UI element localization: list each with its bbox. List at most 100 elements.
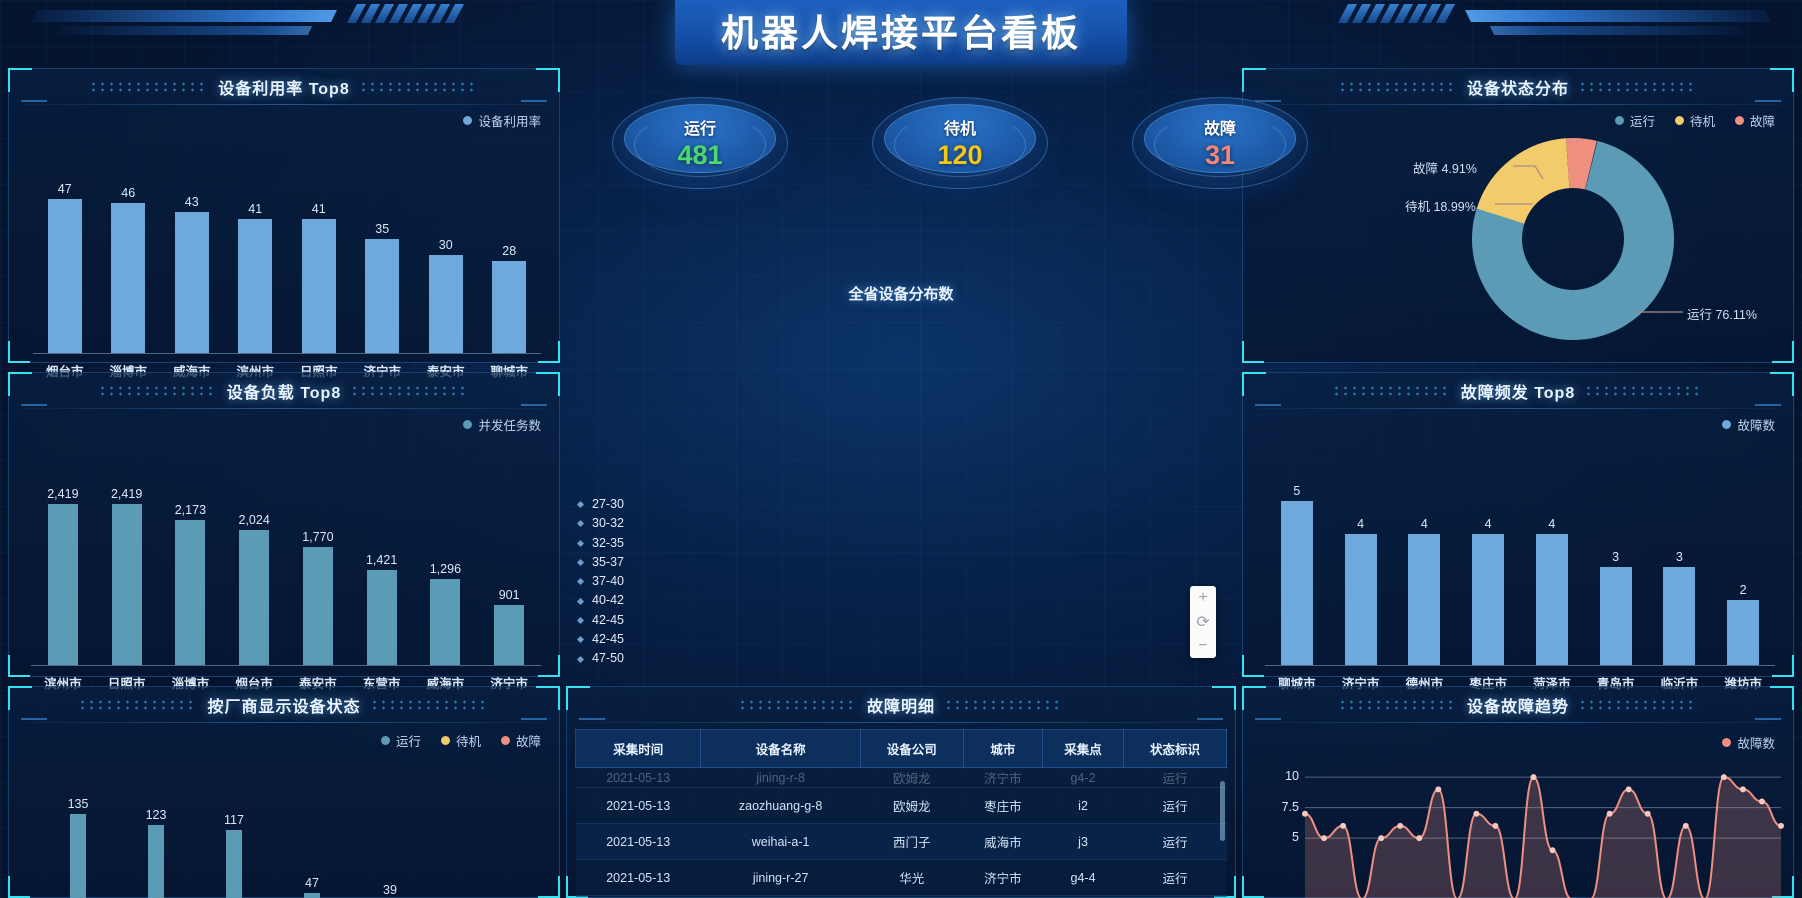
bar-item[interactable]: 2,024 <box>222 485 286 665</box>
bar[interactable] <box>301 218 336 353</box>
bar-item[interactable]: 1,421 <box>350 485 414 665</box>
bar[interactable] <box>174 212 209 353</box>
bar-item[interactable]: 901 <box>477 485 541 665</box>
bar-item[interactable]: 39 <box>351 801 429 898</box>
bar[interactable] <box>47 503 78 665</box>
legend-item-fault-count[interactable]: 故障数 <box>1722 733 1775 752</box>
bar-item[interactable]: 4 <box>1393 485 1457 665</box>
bar-value-label: 46 <box>121 185 136 200</box>
table-row[interactable]: 2021-05-13 zaozhuang-g-8 欧姆龙 枣庄市 i2 运行 <box>575 787 1227 824</box>
bar-item[interactable]: 123 <box>117 801 195 898</box>
bar-item[interactable]: 4 <box>1456 485 1520 665</box>
bar-item[interactable]: 35 <box>351 183 415 353</box>
legend-item-running[interactable]: 运行 <box>1614 111 1655 130</box>
status-card-fault[interactable]: 故障 31 <box>1132 97 1308 189</box>
table-row[interactable]: 2021-05-13 jining-r-27 华光 济宁市 g4-4 运行 <box>575 859 1227 896</box>
bar[interactable] <box>1280 501 1313 665</box>
bar[interactable] <box>1663 566 1696 665</box>
table-row[interactable]: 2021-05-13rizhao-b-16西门子日照市i2运行 <box>575 895 1227 897</box>
map-legend-item[interactable]: 35-37 <box>576 553 624 572</box>
bar-item[interactable]: 5 <box>1265 484 1329 665</box>
legend-item-fault-count[interactable]: 故障数 <box>1722 415 1775 434</box>
bar-item[interactable]: 4 <box>1329 485 1393 665</box>
bar[interactable] <box>494 604 525 665</box>
bar-item[interactable]: 28 <box>478 183 542 353</box>
table-scrollbar[interactable] <box>1220 781 1225 841</box>
fault-top-axis <box>1265 665 1775 666</box>
bar-item[interactable]: 2,419 <box>95 485 159 665</box>
table-column-header[interactable]: 状态标识 <box>1123 729 1227 768</box>
map-legend-item[interactable]: 32-35 <box>576 534 624 553</box>
bar[interactable] <box>1727 599 1760 665</box>
bar[interactable] <box>304 893 320 898</box>
bar-item[interactable]: 135 <box>39 797 117 898</box>
table-cell: jining-r-8 <box>700 767 861 788</box>
map-legend-item[interactable]: 40-42 <box>576 591 624 610</box>
legend-item-fault[interactable]: 故障 <box>500 731 541 750</box>
bar-item[interactable]: 46 <box>97 183 161 353</box>
map-legend-item[interactable]: 37-40 <box>576 572 624 591</box>
bar[interactable] <box>1408 534 1441 665</box>
map-zoom-reset-button[interactable]: ⟳ <box>1196 614 1210 631</box>
bar-item[interactable]: 47 <box>33 182 97 353</box>
bar[interactable] <box>226 830 242 898</box>
table-column-header[interactable]: 采集点 <box>1041 729 1125 768</box>
bar[interactable] <box>366 570 397 665</box>
map-zoom-in-button[interactable]: + <box>1198 589 1208 606</box>
status-card-standby[interactable]: 待机 120 <box>872 97 1048 189</box>
map-zoom-controls[interactable]: + ⟳ − <box>1190 586 1216 658</box>
legend-item-fault[interactable]: 故障 <box>1734 111 1775 130</box>
bar-item[interactable]: 1,770 <box>286 485 350 665</box>
bar[interactable] <box>1535 534 1568 665</box>
bar[interactable] <box>430 578 461 665</box>
bar[interactable] <box>238 218 273 353</box>
bar-item[interactable]: 43 <box>160 183 224 353</box>
map-legend-item[interactable]: 42-45 <box>576 630 624 649</box>
fault-trend-chart <box>1302 774 1784 898</box>
table-column-header[interactable]: 采集时间 <box>575 729 702 768</box>
bar[interactable] <box>1472 534 1505 665</box>
bar[interactable] <box>70 814 86 898</box>
bar-item[interactable]: 3 <box>1648 485 1712 665</box>
bar-item[interactable]: 30 <box>414 183 478 353</box>
table-row[interactable]: 2021-05-13 weihai-a-1 西门子 威海市 j3 运行 <box>575 823 1227 860</box>
bar[interactable] <box>148 825 164 898</box>
bar-item[interactable]: 4 <box>1520 485 1584 665</box>
bar-item[interactable]: 3 <box>1584 485 1648 665</box>
bar-item[interactable]: 2 <box>1711 485 1775 665</box>
fault-table-container[interactable]: 采集时间 设备名称 设备公司 城市 采集点 状态标识 2021-05-13 jining-r… <box>575 729 1227 897</box>
table-column-header[interactable]: 设备名称 <box>700 729 861 768</box>
bar-item[interactable]: 41 <box>287 183 351 353</box>
legend-item-standby[interactable]: 待机 <box>1674 111 1715 130</box>
table-column-header[interactable]: 设备公司 <box>859 729 964 768</box>
bar-item[interactable]: 1,296 <box>414 485 478 665</box>
map-legend-item[interactable]: 30-32 <box>576 514 624 533</box>
bar-item[interactable]: 41 <box>224 183 288 353</box>
bar[interactable] <box>428 254 463 353</box>
legend-item-running[interactable]: 运行 <box>380 731 421 750</box>
bar[interactable] <box>1344 534 1377 665</box>
legend-item-utilization[interactable]: 设备利用率 <box>463 111 541 130</box>
bar[interactable] <box>111 202 146 353</box>
map-legend-item[interactable]: 47-50 <box>576 649 624 668</box>
legend-item-standby[interactable]: 待机 <box>440 731 481 750</box>
bar[interactable] <box>111 503 142 665</box>
bar[interactable] <box>239 530 270 665</box>
table-column-header[interactable]: 城市 <box>962 729 1044 768</box>
bar-item[interactable]: 47 <box>273 801 351 898</box>
map-legend-item[interactable]: 27-30 <box>576 495 624 514</box>
status-card-running[interactable]: 运行 481 <box>612 97 788 189</box>
bar[interactable] <box>302 547 333 665</box>
bar[interactable] <box>492 261 527 353</box>
bar-item[interactable]: 117 <box>195 801 273 898</box>
map-zoom-out-button[interactable]: − <box>1198 637 1208 654</box>
table-row[interactable]: 2021-05-13 jining-r-8 欧姆龙 济宁市 g4-2 运行 <box>575 767 1227 788</box>
bar[interactable] <box>1599 566 1632 665</box>
bar[interactable] <box>175 520 206 665</box>
bar[interactable] <box>365 238 400 353</box>
bar-item[interactable]: 2,419 <box>31 485 95 665</box>
map-legend-item[interactable]: 42-45 <box>576 611 624 630</box>
legend-item-load[interactable]: 并发任务数 <box>463 415 541 434</box>
bar-item[interactable]: 2,173 <box>159 485 223 665</box>
bar[interactable] <box>47 199 82 353</box>
